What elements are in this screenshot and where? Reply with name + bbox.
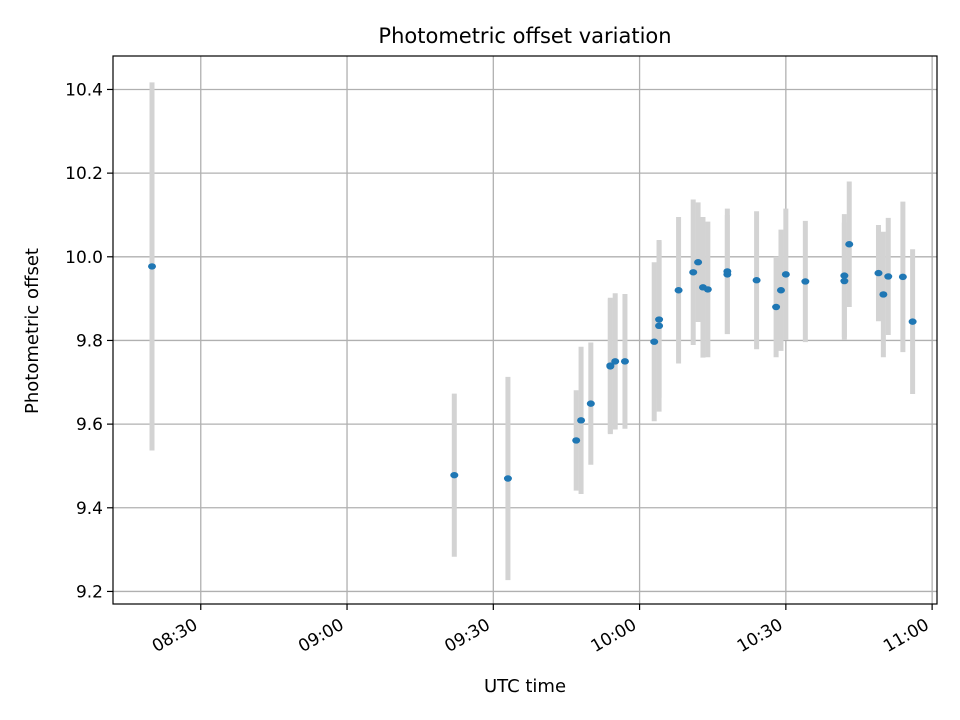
data-point <box>689 269 698 276</box>
data-point <box>772 303 781 311</box>
y-tick-label: 9.8 <box>76 331 103 351</box>
y-tick-label: 10.4 <box>65 80 103 100</box>
data-point <box>503 475 512 482</box>
data-point <box>611 358 620 365</box>
data-point <box>723 268 732 275</box>
data-point <box>674 287 683 294</box>
x-axis-label: UTC time <box>484 676 566 697</box>
data-point <box>884 273 893 280</box>
y-axis-label: Photometric offset <box>22 248 43 414</box>
data-point <box>781 271 790 278</box>
chart-title: Photometric offset variation <box>378 24 671 48</box>
data-point <box>840 272 849 279</box>
data-point <box>801 278 810 285</box>
data-point <box>148 263 157 270</box>
data-point <box>874 269 883 277</box>
data-point <box>908 318 917 325</box>
data-point <box>694 259 703 266</box>
data-point <box>845 241 854 248</box>
data-point <box>650 338 659 345</box>
data-point <box>879 291 888 298</box>
data-points <box>148 241 917 482</box>
data-point <box>776 287 785 294</box>
data-point <box>620 358 629 365</box>
data-point <box>752 277 761 284</box>
data-point <box>450 471 459 479</box>
y-tick-label: 10.0 <box>65 248 103 268</box>
data-point <box>606 362 615 369</box>
data-point <box>840 277 849 285</box>
data-point <box>572 437 581 444</box>
data-point <box>586 400 595 407</box>
data-point <box>577 417 586 424</box>
data-point <box>703 286 712 293</box>
plot-area-frame <box>112 55 938 605</box>
y-tick-label: 10.2 <box>65 164 103 184</box>
y-tick-label: 9.2 <box>76 582 103 602</box>
y-tick-label: 9.4 <box>76 499 103 519</box>
data-point <box>655 316 664 323</box>
data-point <box>655 322 664 330</box>
y-axis-ticks: 9.2 9.4 9.6 9.8 10.0 10.2 10.4 <box>65 80 113 602</box>
data-point <box>898 273 907 281</box>
y-tick-label: 9.6 <box>76 415 103 435</box>
